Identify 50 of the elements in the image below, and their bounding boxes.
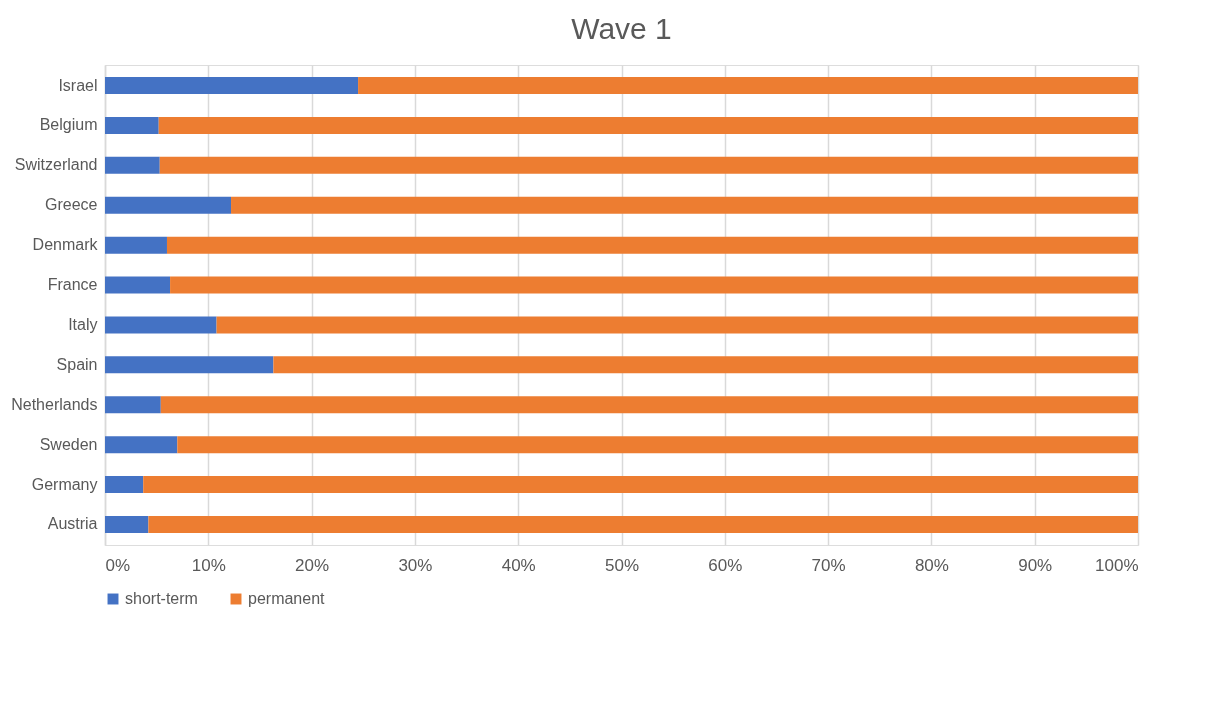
bar bbox=[105, 236, 167, 254]
y-tick-label: Spain bbox=[56, 355, 98, 373]
y-tick-label: Netherlands bbox=[11, 395, 98, 413]
bar bbox=[105, 116, 159, 134]
bar bbox=[160, 396, 1138, 414]
bar bbox=[143, 476, 1138, 494]
x-tick-label: 70% bbox=[811, 555, 846, 575]
y-tick-label: Greece bbox=[45, 196, 98, 214]
bar bbox=[273, 356, 1138, 374]
y-tick-label: France bbox=[47, 276, 98, 294]
x-tick-label: 30% bbox=[398, 555, 433, 575]
chart-title: Wave 1 bbox=[571, 12, 672, 45]
x-tick-label: 90% bbox=[1018, 555, 1053, 575]
bar bbox=[159, 156, 1138, 174]
bar bbox=[105, 436, 178, 454]
bar bbox=[105, 476, 144, 494]
bar bbox=[158, 116, 1138, 134]
x-tick-label: 40% bbox=[501, 555, 536, 575]
legend-label: permanent bbox=[248, 590, 326, 607]
y-tick-label: Denmark bbox=[32, 236, 99, 254]
y-tick-label: Austria bbox=[47, 515, 98, 533]
bar bbox=[105, 396, 161, 414]
y-tick-label: Switzerland bbox=[14, 156, 98, 174]
bar bbox=[216, 316, 1138, 334]
x-tick-label: 80% bbox=[914, 555, 949, 575]
bar bbox=[358, 77, 1138, 95]
legend-label: short-term bbox=[125, 590, 198, 607]
bar bbox=[105, 316, 217, 334]
bar bbox=[177, 436, 1138, 454]
x-tick-label: 50% bbox=[604, 555, 640, 575]
bar bbox=[148, 515, 1138, 533]
bar bbox=[105, 196, 232, 214]
bar bbox=[105, 276, 171, 294]
x-tick-label: 60% bbox=[708, 555, 743, 575]
bar bbox=[105, 156, 160, 174]
y-tick-label: Sweden bbox=[39, 435, 98, 453]
bar bbox=[166, 236, 1138, 254]
x-tick-label: 100% bbox=[1095, 555, 1139, 575]
bar bbox=[170, 276, 1138, 294]
y-tick-label: Italy bbox=[68, 315, 98, 333]
x-tick-label: 20% bbox=[295, 555, 330, 575]
bar bbox=[105, 77, 359, 95]
x-tick-label: 10% bbox=[191, 555, 226, 575]
y-tick-label: Israel bbox=[58, 76, 98, 94]
bar bbox=[105, 515, 149, 533]
bar bbox=[105, 356, 274, 374]
y-tick-label: Belgium bbox=[39, 116, 98, 134]
y-tick-label: Germany bbox=[31, 475, 98, 493]
bar bbox=[231, 196, 1138, 214]
x-tick-label: 0% bbox=[105, 555, 131, 575]
